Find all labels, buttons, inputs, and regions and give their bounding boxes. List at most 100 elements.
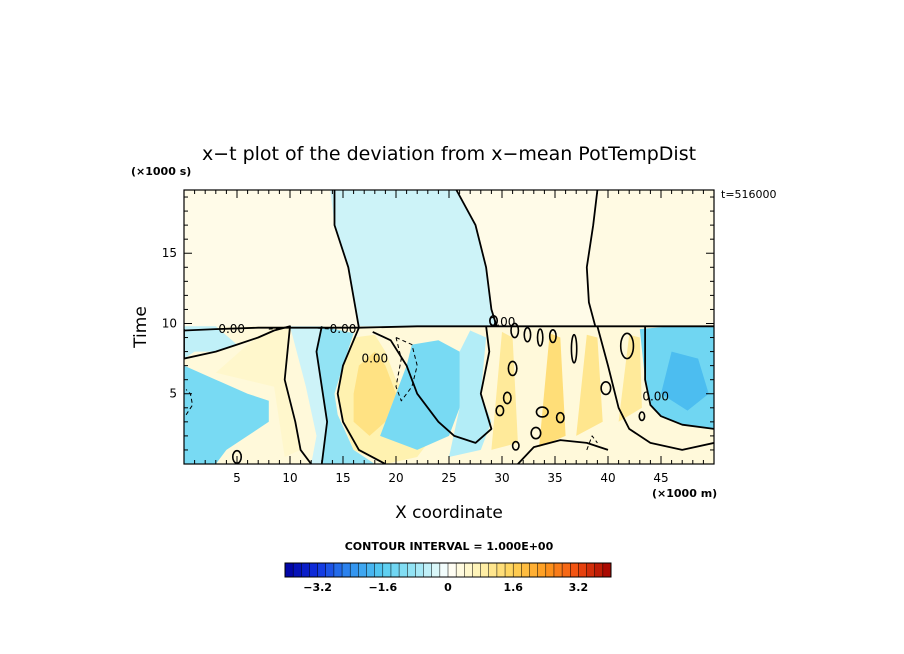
colorbar-cell: [496, 563, 506, 577]
colorbar-tick-label: 0: [444, 581, 452, 594]
x-tick-label: 25: [441, 471, 456, 485]
contour-interval-label: CONTOUR INTERVAL = 1.000E+00: [345, 540, 554, 553]
region-blob-cold-blue: [380, 340, 465, 450]
x-axis-title: X coordinate: [395, 503, 503, 523]
colorbar-tick-label: −1.6: [368, 581, 397, 594]
contour-lines: [184, 190, 714, 464]
contour-neg-one-line-small: [586, 435, 598, 451]
contour-neg-one-line-top: [268, 327, 333, 330]
contour-ring-17: [638, 411, 646, 422]
x-tick-label: 40: [600, 471, 615, 485]
contour-zero-line-right-lower: [596, 326, 714, 451]
x-tick-label: 35: [547, 471, 562, 485]
colorbar-cell: [505, 563, 514, 577]
contour-zero-line-right-bottom: [517, 439, 609, 464]
contour-ring-11: [555, 411, 565, 424]
colorbar-cell: [521, 563, 530, 577]
colorbar-cell: [333, 563, 343, 577]
contour-zero-line-main-boundary: [184, 325, 714, 332]
region-blob-left-cold: [184, 365, 269, 464]
contour-ring-4: [523, 326, 532, 343]
region-upper-band-4: [586, 190, 714, 327]
y-tick-label: 5: [169, 387, 177, 401]
contour-zero-line-upper-1: [333, 190, 360, 328]
colorbar-cell: [407, 563, 416, 577]
contour-label-1: 0.00: [218, 322, 245, 336]
y-tick-label: 15: [162, 246, 177, 260]
colorbar-cell: [602, 563, 612, 577]
colorbar-cell: [562, 563, 571, 577]
contour-ring-14: [600, 380, 612, 396]
contour-ring-5: [536, 328, 544, 347]
contour-zero-line-thin: [315, 326, 329, 464]
contour-zero-line-cold-blue: [372, 326, 493, 444]
colorbar-cell: [586, 563, 595, 577]
colorbar-cell: [301, 563, 310, 577]
contour-label-2: 0.00: [330, 322, 357, 336]
colorbar-cell: [439, 563, 449, 577]
colorbar-cell: [342, 563, 351, 577]
colorbar-cell: [399, 563, 408, 577]
contour-ring-2: [489, 314, 499, 327]
colorbar-cell: [374, 563, 384, 577]
colorbar-cell: [513, 563, 522, 577]
colorbar-tick-label: 3.2: [569, 581, 589, 594]
contour-ring-7: [507, 360, 518, 377]
colorbar-cell: [431, 563, 441, 577]
time-stamp-label: t=516000: [721, 188, 777, 201]
y-unit-label: (×1000 s): [131, 165, 191, 178]
chart-title: x−t plot of the deviation from x−mean Po…: [202, 143, 696, 165]
y-axis-title: Time: [131, 306, 151, 349]
contour-neg-one-line-left: [185, 389, 193, 416]
x-axis-ticks: 5 10 15 20 25 30 35 40 45: [194, 190, 704, 485]
colorbar-cell: [317, 563, 327, 577]
contour-zero-line-sweep: [184, 325, 312, 464]
region-warm-streak-2: [539, 333, 566, 448]
contour-ring-3: [510, 322, 520, 339]
colorbar-tick-label: −3.2: [303, 581, 332, 594]
contour-label-5: 0.00: [642, 390, 669, 404]
x-unit-label: (×1000 m): [652, 487, 717, 500]
colorbar-cell: [578, 563, 587, 577]
contour-zero-line-upper-3: [585, 190, 599, 327]
contour-ring-10: [535, 406, 549, 418]
contour-ring-15: [570, 333, 578, 364]
colorbar-cell: [415, 563, 424, 577]
x-tick-label: 20: [388, 471, 403, 485]
colorbar-tick-label: 1.6: [503, 581, 523, 594]
contour-ring-12: [530, 426, 542, 440]
colorbar-cell: [382, 563, 392, 577]
region-upper-band-2: [330, 190, 497, 328]
contour-neg-one-line-blue: [395, 337, 418, 402]
colorbar-cell: [553, 563, 563, 577]
colorbar-cell: [529, 563, 538, 577]
colorbar-cell: [545, 563, 555, 577]
colorbar-cell: [358, 563, 367, 577]
colorbar-cell: [570, 563, 579, 577]
x-tick-label: 10: [282, 471, 297, 485]
colorbar-cell: [472, 563, 481, 577]
x-tick-label: 5: [233, 471, 241, 485]
colorbar-cell: [293, 563, 302, 577]
region-upper-band-1: [184, 190, 359, 331]
contour-ring-9: [495, 404, 505, 417]
contour-label-3: 0.00: [361, 352, 388, 366]
colorbar-cell: [488, 563, 498, 577]
colorbar-cell: [480, 563, 490, 577]
contour-ring-13: [511, 440, 520, 451]
colorbar-cell: [456, 563, 465, 577]
colorbar-cell: [448, 563, 457, 577]
colorbar-cell: [423, 563, 432, 577]
colorbar-cell: [350, 563, 359, 577]
region-blob-warm-core: [353, 351, 396, 436]
plot-area: 0.00 0.00 0.00 0.00 0.00 5 10 15 20 25 30 35 40 45 5…: [162, 189, 715, 485]
contour-ring-16: [619, 332, 635, 360]
y-tick-label: 10: [162, 316, 177, 330]
contour-zero-line-right: [644, 326, 714, 430]
colorbar-cell: [366, 563, 375, 577]
colorbar-frame: [284, 562, 612, 578]
region-warm-streak-4: [618, 334, 642, 422]
region-blob-cold-center: [449, 330, 492, 457]
region-blob-mid-cold: [316, 326, 375, 464]
